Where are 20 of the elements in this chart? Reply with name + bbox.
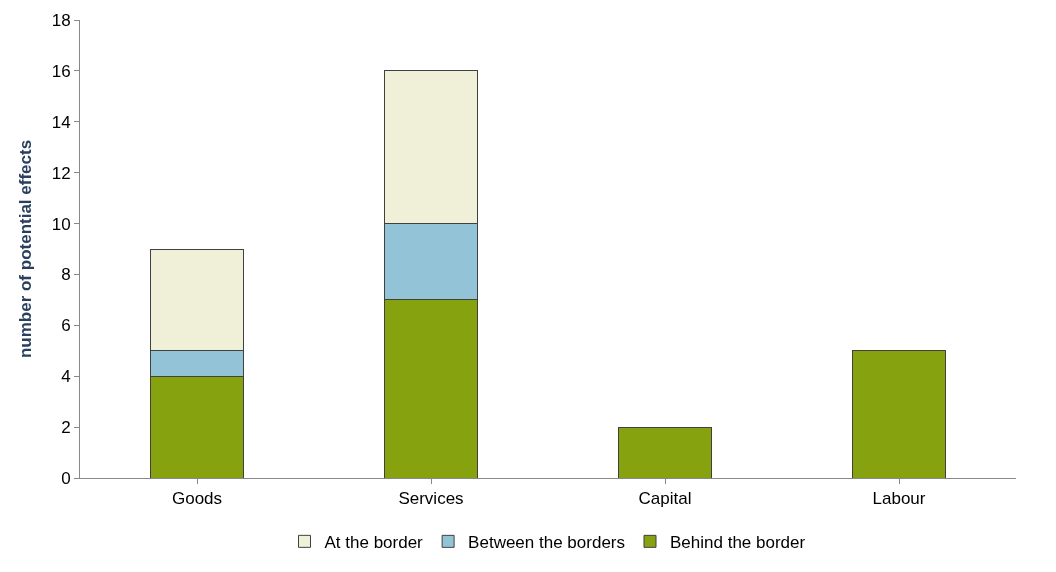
- y-tick-label: 4: [61, 367, 71, 387]
- y-tick-label: 12: [51, 163, 71, 183]
- y-tick-label: 0: [61, 468, 71, 488]
- bar: [851, 350, 947, 478]
- y-tick-label: 8: [61, 265, 71, 285]
- y-tick-label: 18: [51, 10, 71, 30]
- bar: [617, 426, 713, 478]
- x-tick-label: Labour: [872, 489, 926, 509]
- legend-label: Behind the border: [670, 532, 806, 552]
- y-tick-label: 14: [51, 112, 71, 132]
- y-tick-label: 16: [51, 61, 71, 81]
- x-tick-label: Capital: [638, 489, 692, 509]
- y-tick-label: 2: [61, 418, 71, 438]
- legend-label: Between the borders: [468, 532, 626, 552]
- y-tick-label: 10: [51, 214, 71, 234]
- x-tick-label: Services: [398, 489, 464, 509]
- legend-label: At the border: [324, 532, 424, 552]
- y-axis-title: number of potential effects: [16, 139, 36, 359]
- y-tick-label: 6: [61, 316, 71, 336]
- x-tick-label: Goods: [171, 489, 223, 509]
